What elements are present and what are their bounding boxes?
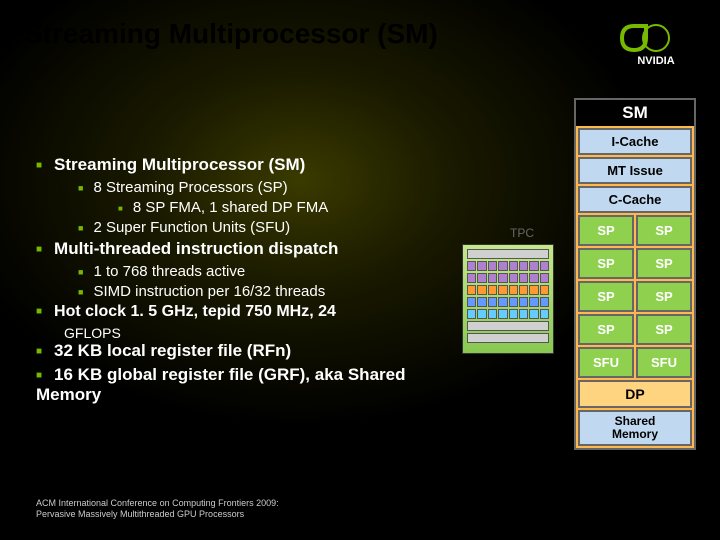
sm-block-mt-issue: MT Issue [578,157,692,184]
footer-citation: ACM International Conference on Computin… [36,498,279,520]
bullet-item: Hot clock 1. 5 GHz, tepid 750 MHz, 24 [36,303,436,321]
bullet-item: 16 KB global register file (GRF), aka Sh… [36,365,436,405]
bullet-list: Streaming Multiprocessor (SM) 8 Streamin… [36,155,436,409]
sm-cell-sp: SP [578,248,634,279]
bullet-item: 32 KB local register file (RFn) [36,341,436,361]
bullet-continuation: GFLOPS [64,325,436,341]
sm-block-dp: DP [578,380,692,408]
sm-cell-sfu: SFU [578,347,634,378]
slide-title: Streaming Multiprocessor (SM) [24,18,438,50]
bullet-item: 2 Super Function Units (SFU) [78,219,436,237]
tpc-label: TPC [510,226,534,240]
bullet-item: 1 to 768 threads active [78,263,436,281]
bullet-item: 8 Streaming Processors (SP) [78,179,436,197]
sm-cell-sp: SP [636,248,692,279]
sm-block-c-cache: C-Cache [578,186,692,213]
tpc-diagram [462,244,554,354]
bullet-item: SIMD instruction per 16/32 threads [78,283,436,301]
sm-cell-sfu: SFU [636,347,692,378]
sm-cell-sp: SP [578,314,634,345]
bullet-item: 8 SP FMA, 1 shared DP FMA [118,199,436,217]
bullet-item: Multi-threaded instruction dispatch [36,239,436,259]
bullet-item: Streaming Multiprocessor (SM) [36,155,436,175]
sm-cell-sp: SP [636,281,692,312]
sm-block-i-cache: I-Cache [578,128,692,155]
sm-block-shared-memory: SharedMemory [578,410,692,446]
svg-text:NVIDIA: NVIDIA [637,55,674,67]
sm-diagram: SM I-CacheMT IssueC-CacheSPSPSPSPSPSPSPS… [574,98,696,450]
sm-cell-sp: SP [636,215,692,246]
sm-header: SM [576,100,694,126]
sm-cell-sp: SP [578,281,634,312]
nvidia-logo: NVIDIA [616,20,696,68]
sm-cell-sp: SP [636,314,692,345]
sm-cell-sp: SP [578,215,634,246]
